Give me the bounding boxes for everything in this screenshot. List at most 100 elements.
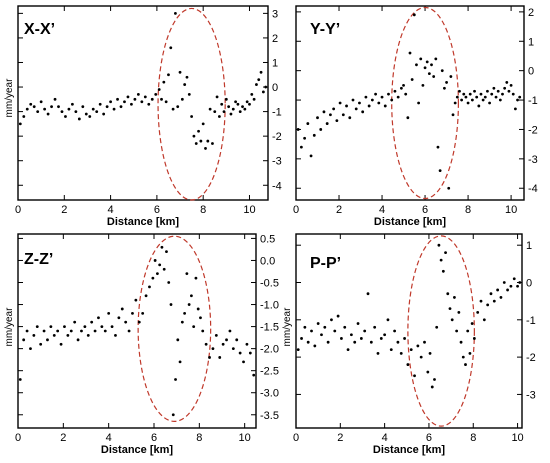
data-point	[83, 325, 87, 328]
data-point	[489, 292, 493, 296]
data-point	[167, 73, 170, 77]
data-point	[98, 102, 102, 106]
data-point	[377, 101, 381, 105]
data-point	[409, 348, 413, 352]
data-point	[162, 80, 166, 84]
data-point	[516, 284, 519, 288]
data-point	[171, 107, 175, 111]
data-point	[127, 329, 131, 333]
data-point	[90, 320, 94, 324]
data-point	[512, 277, 516, 281]
data-point	[363, 329, 367, 333]
data-point	[459, 340, 463, 344]
data-point	[458, 89, 461, 93]
data-point	[417, 101, 421, 105]
y-tick-label: -1.5	[260, 322, 279, 334]
y-tick-label: -3.0	[260, 388, 279, 400]
data-point	[416, 344, 420, 348]
data-point	[235, 338, 239, 342]
y-tick-label: 0	[528, 66, 534, 78]
x-tick-label: 2	[61, 204, 67, 216]
data-point	[349, 333, 353, 337]
data-point	[369, 340, 373, 344]
data-point	[119, 105, 123, 109]
data-point	[176, 338, 180, 342]
data-point	[444, 251, 447, 255]
data-point	[143, 95, 147, 99]
y-tick-label: 0	[272, 82, 278, 94]
x-axis-label: Distance [km]	[107, 216, 179, 228]
data-point	[158, 263, 162, 267]
data-point	[433, 378, 436, 381]
data-point	[435, 325, 439, 329]
data-point	[464, 363, 467, 366]
data-point	[91, 107, 95, 111]
data-point	[341, 113, 345, 117]
data-point	[242, 360, 245, 364]
data-point	[259, 70, 263, 74]
data-point	[116, 97, 119, 101]
data-point	[156, 272, 159, 276]
y-axis-label: mm/year	[4, 307, 15, 347]
data-point	[343, 325, 347, 329]
data-point	[426, 370, 430, 374]
y-tick-label: -3	[526, 389, 536, 401]
chart-panel-z-z: 0 2 4 6 8 10 0.5 0.0 -0.5 -1.0 -1.5 -2.0 -2.5 -3.0 -3.…	[4, 233, 279, 456]
y-tick-label: -0.5	[260, 278, 279, 290]
data-point	[361, 110, 365, 114]
data-point	[306, 122, 310, 125]
data-point	[52, 334, 56, 337]
data-point	[204, 147, 207, 150]
data-point	[325, 122, 329, 125]
data-point	[425, 60, 429, 64]
data-point	[461, 355, 465, 359]
data-point	[423, 340, 426, 344]
data-point	[46, 338, 49, 342]
data-point	[483, 95, 487, 99]
data-point	[180, 97, 184, 101]
data-point	[300, 337, 303, 340]
y-axis-label: mm/year	[4, 78, 15, 118]
data-point	[316, 322, 320, 325]
data-point	[306, 340, 310, 344]
y-tick-label: -3	[528, 154, 538, 166]
data-point	[323, 325, 327, 329]
y-tick-label: 1	[272, 57, 278, 69]
data-point	[436, 145, 440, 149]
data-point	[183, 311, 187, 315]
data-point	[396, 340, 400, 344]
data-point	[107, 311, 111, 315]
data-point	[66, 334, 70, 337]
data-point	[440, 69, 444, 73]
data-point	[218, 356, 222, 359]
data-point	[150, 97, 154, 101]
data-point	[496, 89, 500, 93]
data-point	[43, 107, 47, 111]
data-point	[423, 66, 427, 70]
data-point	[197, 129, 200, 133]
y-tick-label: -2	[272, 131, 282, 143]
anomaly-ellipse	[157, 7, 226, 201]
data-point	[427, 72, 431, 76]
data-point	[140, 100, 144, 104]
y-tick-label: -1.0	[260, 300, 279, 312]
data-point	[445, 81, 448, 84]
data-point	[22, 115, 26, 118]
data-point	[243, 107, 247, 111]
data-point	[220, 102, 224, 106]
data-point	[330, 318, 333, 322]
data-point	[383, 333, 387, 337]
data-point	[211, 142, 214, 145]
data-point	[451, 113, 455, 117]
data-point	[415, 63, 418, 67]
data-point	[516, 98, 519, 102]
data-point	[222, 110, 226, 113]
data-point	[462, 92, 466, 96]
plot-frame	[295, 233, 523, 429]
data-point	[151, 276, 155, 280]
plot-frame	[17, 5, 269, 201]
y-tick-label: -2.5	[260, 366, 279, 378]
